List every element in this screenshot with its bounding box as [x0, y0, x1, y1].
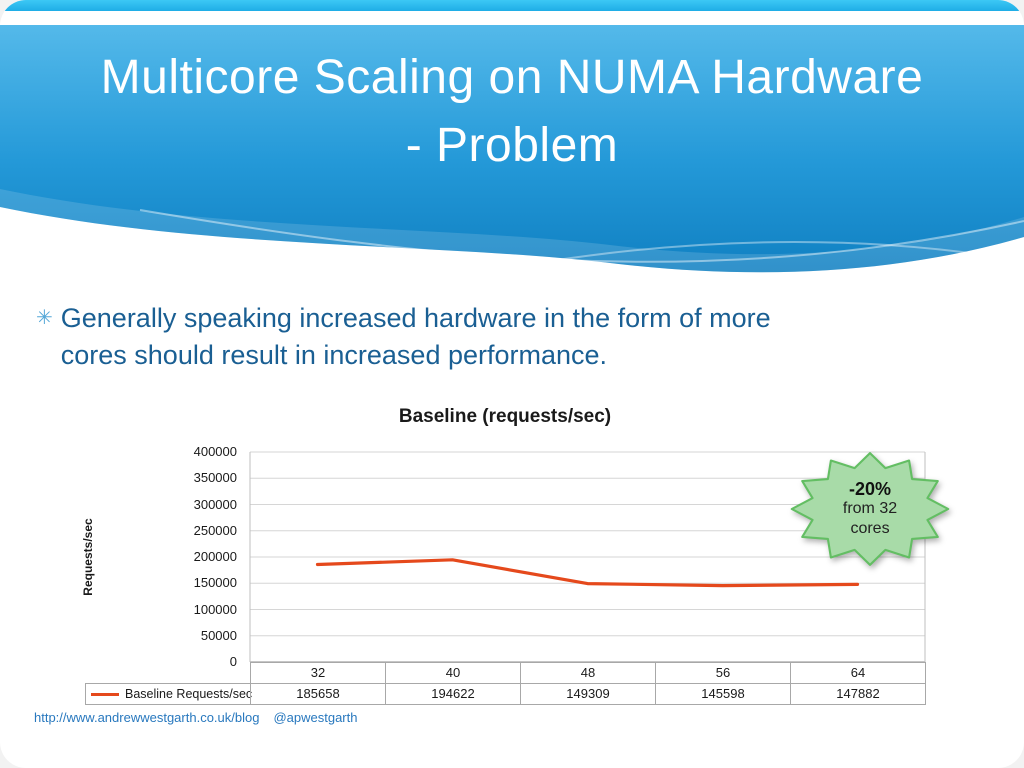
y-axis-tick-labels: 400000 350000 300000 250000 200000 150000 1000… [85, 444, 243, 669]
bullet-item: ✳ Generally speaking increased hardware … [36, 300, 896, 374]
y-tick-label: 0 [229, 654, 237, 669]
x-category-label: 56 [655, 662, 791, 684]
header-wave-shape [0, 25, 1024, 273]
title-line-1: Multicore Scaling on NUMA Hardware [100, 51, 924, 104]
bullet-text: Generally speaking increased hardware in… [60, 303, 771, 370]
title-line-2: - Problem [405, 119, 619, 172]
table-value: 185658 [250, 683, 386, 705]
table-value: 194622 [385, 683, 521, 705]
header-wave [0, 25, 1024, 274]
y-tick-label: 400000 [193, 444, 237, 459]
callout-line-3: cores [850, 520, 890, 537]
chart-title: Baseline (requests/sec) [398, 406, 612, 427]
category-row: 32 40 48 56 64 [85, 662, 926, 684]
twitter-handle-link[interactable]: @apwestgarth [273, 710, 358, 725]
callout-percentage: -20% [848, 479, 892, 499]
x-category-label: 40 [385, 662, 521, 684]
table-value: 147882 [790, 683, 926, 705]
y-tick-label: 350000 [193, 470, 237, 486]
legend-cell: Baseline Requests/sec [85, 683, 253, 705]
table-value: 145598 [655, 683, 791, 705]
value-row: Baseline Requests/sec 185658 194622 149309… [85, 683, 926, 705]
series-line [315, 558, 860, 588]
header-decor-curve-1 [139, 209, 1024, 263]
series-legend-label: Baseline Requests/sec [125, 687, 253, 701]
callout-line-2: from 32 [842, 500, 898, 517]
x-category-label: 48 [520, 662, 656, 684]
series-line-swatch [91, 692, 119, 696]
header-decor-curve-2 [479, 240, 1024, 274]
y-tick-label: 250000 [193, 522, 237, 538]
bullet-asterisk-icon: ✳ [36, 307, 53, 329]
starburst-polygon [790, 452, 950, 566]
x-category-label: 32 [250, 662, 386, 684]
chart-data-table: 32 40 48 56 64 Baseline Requests/sec 185658 1… [85, 662, 926, 705]
table-value: 149309 [520, 683, 656, 705]
y-tick-label: 100000 [193, 601, 237, 617]
y-tick-label: 150000 [193, 575, 237, 591]
y-tick-label: 200000 [193, 549, 237, 564]
blog-url-link[interactable]: http://www.andrewwestgarth.co.uk/blog [34, 710, 260, 725]
y-tick-label: 50000 [200, 627, 237, 643]
starburst-shape [790, 452, 950, 566]
callout-text: -20% from 32 cores [785, 448, 955, 570]
y-tick-label: 300000 [193, 496, 237, 512]
top-accent-bar [0, 0, 1024, 11]
footer-links: http://www.andrewwestgarth.co.uk/blog @ap… [34, 710, 371, 725]
header-wave-band [0, 189, 1024, 273]
x-category-label: 64 [790, 662, 926, 684]
page-title: Multicore Scaling on NUMA Hardware - Pro… [0, 44, 1024, 180]
callout-starburst: -20% from 32 cores [785, 448, 955, 570]
category-row-spacer [85, 662, 251, 684]
